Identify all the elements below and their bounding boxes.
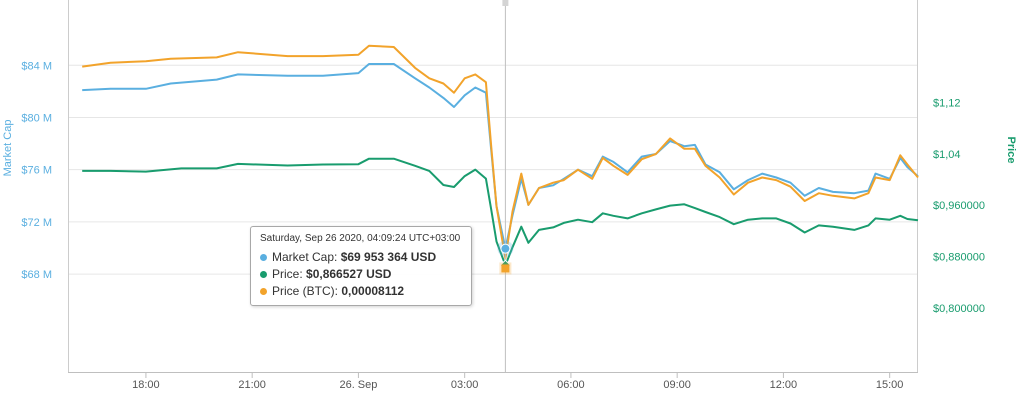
tooltip-row-price-btc: Price (BTC): 0,00008112 [260,283,471,300]
market-cap-line [82,63,919,250]
left-axis-label: $72 M [21,217,52,229]
x-tick-label: 15:00 [876,379,904,391]
left-axis-label: $84 M [21,60,52,72]
right-axis-label: $0,800000 [933,303,985,315]
right-axis-label: $1,12 [933,98,961,110]
left-axis-label: $76 M [21,165,52,177]
chart-tooltip: Saturday, Sep 26 2020, 04:09:24 UTC+03:0… [250,226,472,306]
x-tick-label: 18:00 [132,379,160,391]
tooltip-value: $69 953 364 USD [340,250,437,264]
x-tick-label: 26. Sep [339,379,377,391]
price-line [82,157,919,267]
x-tick-label: 03:00 [451,379,479,391]
market-cap-hover-marker [500,243,511,254]
market-cap-legend-dot [260,254,267,261]
tooltip-value: 0,00008112 [341,284,405,298]
tooltip-row-price: Price: $0,866527 USD [260,266,471,283]
x-tick-label: 21:00 [238,379,266,391]
left-axis-label: $80 M [21,112,52,124]
crosshair-top-marker [502,0,509,6]
x-tick-label: 06:00 [557,379,585,391]
right-axis-title: Price [1005,137,1017,164]
tooltip-label: Price (BTC): [272,284,342,298]
price-btc-line [82,44,919,260]
x-tick-label: 12:00 [770,379,798,391]
tooltip-label: Price: [272,267,307,281]
left-axis-title: Market Cap [2,120,14,177]
tooltip-label: Market Cap: [272,250,341,264]
tooltip-row-market-cap: Market Cap: $69 953 364 USD [260,249,471,266]
price-btc-legend-dot [260,288,267,295]
price-btc-hover-marker [501,264,510,273]
right-axis-label: $0,960000 [933,200,985,212]
tooltip-value: $0,866527 USD [306,267,392,281]
right-axis-label: $1,04 [933,149,961,161]
right-axis-label: $0,880000 [933,252,985,264]
left-axis-label: $68 M [21,269,52,281]
price-legend-dot [260,271,267,278]
tooltip-date: Saturday, Sep 26 2020, 04:09:24 UTC+03:0… [260,233,461,244]
x-tick-label: 09:00 [663,379,691,391]
